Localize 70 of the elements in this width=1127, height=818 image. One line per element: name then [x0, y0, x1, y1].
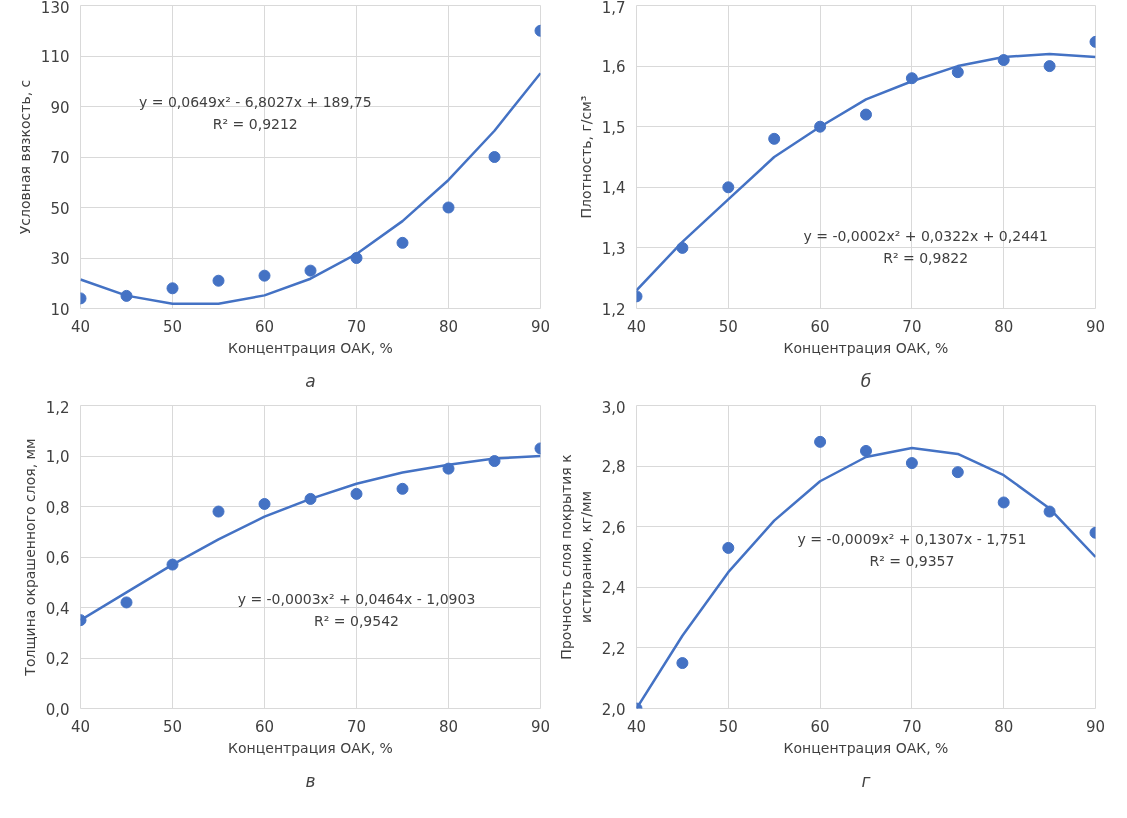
annotation: R² = 0,9212 [212, 116, 298, 133]
x-tick-label: 60 [254, 717, 275, 736]
x-tick-label: 50 [718, 317, 738, 336]
y-tick-label: 0,2 [45, 650, 70, 668]
annotation: y = -0,0003x² + 0,0464x - 1,0903 [237, 591, 476, 608]
annotation: R² = 0,9357 [869, 552, 955, 569]
y-tick-label: 3,0 [601, 398, 626, 417]
y-tick-label: 0,6 [45, 549, 70, 567]
y-tick-label: 70 [50, 149, 70, 167]
y-tick-label: 0,0 [45, 700, 70, 719]
x-tick-label: 50 [162, 317, 183, 336]
y-tick-label: 0,8 [45, 498, 70, 517]
y-axis-title: Условная вязкость, с [16, 79, 33, 235]
x-tick-label: 70 [346, 317, 367, 336]
x-tick-label: 40 [70, 717, 91, 736]
x-tick-label: 70 [902, 717, 922, 736]
y-tick-label: 10 [50, 300, 70, 319]
annotation: y = 0,0649x² - 6,8027x + 189,75 [138, 94, 372, 111]
text: г [861, 770, 871, 791]
annotation: y = -0,0009x² + 0,1307x - 1,751 [797, 530, 1027, 547]
x-tick-label: 40 [626, 317, 647, 336]
x-tick-label: 80 [438, 317, 459, 336]
x-axis-title: Концентрация ОАК, % [228, 339, 393, 356]
y-tick-label: 2,0 [601, 700, 626, 719]
x-tick-label: 90 [530, 717, 551, 736]
annotation: y = -0,0002x² + 0,0322x + 0,2441 [803, 227, 1048, 244]
x-tick-label: 60 [810, 717, 830, 736]
y-tick-label: 1,6 [601, 58, 626, 77]
x-tick-label: 60 [810, 317, 830, 336]
y-tick-label: 1,3 [601, 239, 626, 258]
x-tick-label: 40 [626, 717, 647, 736]
x-tick-label: 50 [162, 717, 183, 736]
y-tick-label: 50 [50, 199, 70, 218]
x-tick-label: 90 [1085, 717, 1106, 736]
x-tick-label: 80 [994, 317, 1014, 336]
y-tick-label: 30 [50, 250, 70, 268]
y-tick-label: 2,8 [601, 458, 626, 477]
x-tick-label: 70 [346, 717, 367, 736]
y-tick-label: 0,4 [45, 599, 70, 618]
x-tick-label: 50 [718, 717, 738, 736]
x-tick-label: 90 [530, 317, 551, 336]
text: в [305, 770, 316, 791]
x-tick-label: 70 [902, 317, 922, 336]
x-tick-label: 80 [438, 717, 459, 736]
y-tick-label: 2,4 [601, 579, 626, 598]
y-axis-title: Толщина окрашенного слоя, мм [21, 438, 38, 677]
x-tick-label: 80 [994, 717, 1014, 736]
annotation: R² = 0,9542 [314, 613, 399, 630]
x-axis-title: Концентрация ОАК, % [783, 339, 949, 356]
y-tick-label: 1,7 [601, 0, 626, 17]
y-tick-label: 2,6 [601, 518, 626, 537]
y-tick-label: 1,4 [601, 179, 626, 198]
text: б [860, 370, 872, 391]
y-tick-label: 1,5 [601, 118, 626, 137]
y-tick-label: 1,2 [601, 300, 626, 319]
x-tick-label: 60 [254, 317, 275, 336]
y-tick-label: 130 [40, 0, 70, 17]
x-tick-label: 90 [1085, 317, 1106, 336]
x-tick-label: 40 [70, 317, 91, 336]
y-tick-label: 110 [40, 48, 70, 66]
y-axis-title: Плотность, г/см³ [577, 95, 594, 219]
y-tick-label: 1,2 [45, 398, 70, 417]
y-axis-title: Прочность слоя покрытия к истиранию, кг/мм [558, 454, 594, 660]
y-tick-label: 1,0 [45, 448, 70, 466]
x-axis-title: Концентрация ОАК, % [783, 739, 949, 756]
text: а [305, 370, 316, 391]
y-tick-label: 2,2 [601, 639, 626, 658]
annotation: R² = 0,9822 [883, 249, 969, 266]
y-tick-label: 90 [50, 98, 70, 117]
x-axis-title: Концентрация ОАК, % [228, 739, 393, 756]
